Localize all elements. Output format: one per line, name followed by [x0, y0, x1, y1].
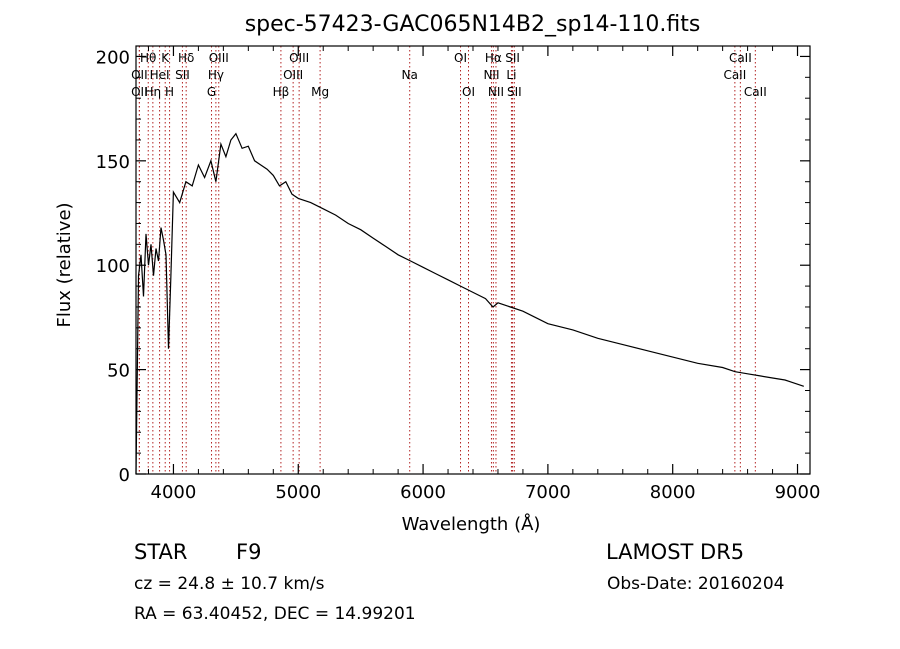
line-marker-label-25: CaII: [729, 51, 752, 65]
line-marker-label-7: Hδ: [178, 51, 194, 65]
x-tick-label-1: 5000: [275, 482, 321, 503]
line-marker-label-3: Hη: [145, 85, 162, 99]
line-marker-label-5: HeI: [150, 68, 170, 82]
y-tick-label-3: 150: [96, 152, 130, 173]
x-axis: 4000 5000 6000 7000 8000 9000: [147, 46, 821, 503]
line-marker-label-1: OII: [131, 68, 148, 82]
line-marker-label-0: Hθ: [140, 51, 156, 65]
coordinates: RA = 63.40452, DEC = 14.99201: [134, 604, 416, 624]
x-tick-label-3: 7000: [525, 482, 571, 503]
survey-name: LAMOST DR5: [606, 540, 745, 564]
x-tick-label-0: 4000: [151, 482, 197, 503]
line-marker-label-9: OIII: [209, 51, 229, 65]
redshift-cz: cz = 24.8 ± 10.7 km/s: [134, 574, 325, 594]
line-marker-label-4: K: [161, 51, 170, 65]
x-axis-label: Wavelength (Å): [402, 513, 541, 535]
line-marker-label-8: SII: [175, 68, 190, 82]
line-marker-label-22: SII: [505, 51, 520, 65]
line-marker-label-2: OII: [131, 85, 148, 99]
y-tick-label-4: 200: [96, 47, 130, 68]
line-marker-label-6: H: [165, 85, 174, 99]
line-marker-label-13: OIII: [289, 51, 309, 65]
y-axis-label: Flux (relative): [54, 202, 75, 327]
y-tick-label-2: 100: [96, 256, 130, 277]
line-marker-label-20: NII: [483, 68, 499, 82]
line-marker-label-17: OI: [454, 51, 467, 65]
x-tick-label-4: 8000: [650, 482, 696, 503]
line-markers: [138, 46, 756, 474]
line-marker-label-15: Mg: [311, 85, 329, 99]
observation-date: Obs-Date: 20160204: [607, 574, 785, 594]
line-marker-label-24: SII: [507, 85, 522, 99]
line-marker-label-21: NII: [488, 85, 504, 99]
line-marker-label-26: CaII: [723, 68, 746, 82]
line-marker-label-16: Na: [402, 68, 418, 82]
line-marker-label-18: OI: [462, 85, 475, 99]
line-marker-label-23: Li: [506, 68, 516, 82]
line-marker-label-27: CaII: [744, 85, 767, 99]
x-tick-label-5: 9000: [775, 482, 821, 503]
spectrum-line: [135, 132, 804, 475]
x-tick-label-2: 6000: [400, 482, 446, 503]
plot-frame: [135, 45, 811, 475]
line-marker-label-14: OIII: [283, 68, 303, 82]
chart-title: spec-57423-GAC065N14B2_sp14-110.fits: [244, 12, 701, 37]
line-marker-label-11: G: [207, 85, 216, 99]
y-tick-label-1: 50: [107, 361, 130, 382]
line-marker-label-10: Hγ: [208, 68, 224, 82]
line-marker-label-19: Hα: [485, 51, 502, 65]
object-subclass: F9: [236, 540, 262, 564]
y-axis: 0 50 100 150 200: [96, 47, 810, 486]
object-class: STAR: [134, 540, 188, 564]
y-tick-label-0: 0: [119, 465, 130, 486]
line-marker-label-12: Hβ: [273, 85, 290, 99]
